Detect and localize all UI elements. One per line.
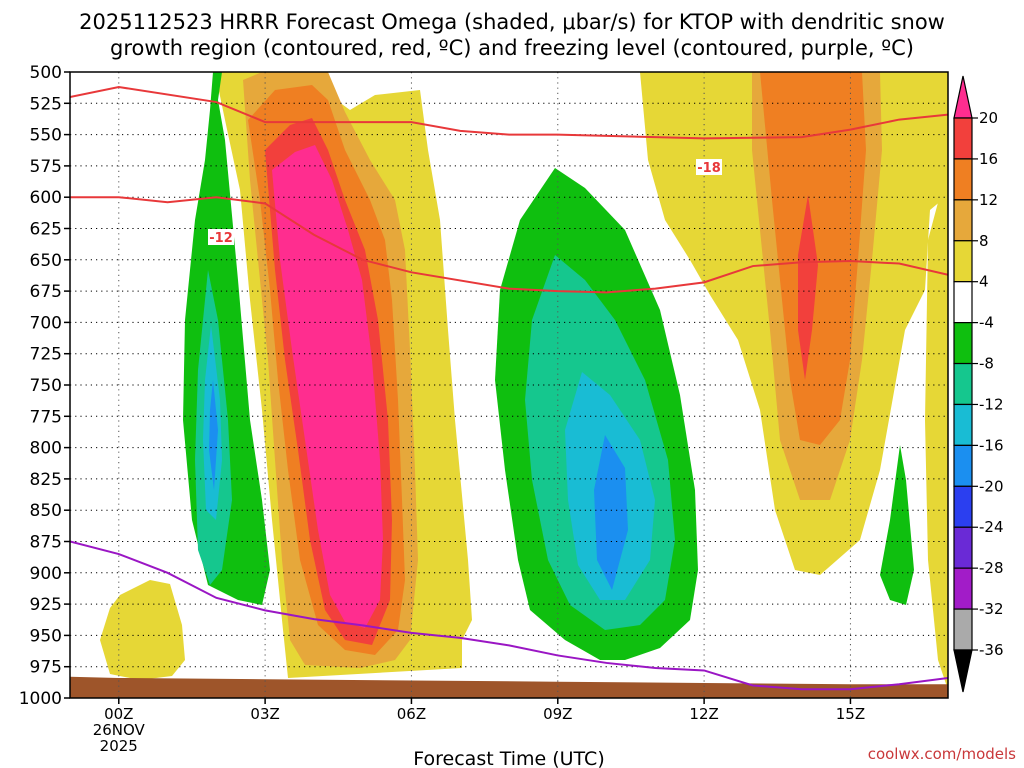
colorbar-tick-label: -36 [979,641,1004,659]
credit-text: coolwx.com/models [868,745,1016,763]
y-tick-label: 575 [30,157,62,177]
colorbar-tick-label: -32 [979,600,1004,618]
y-tick-label: 525 [30,94,62,114]
chart-title-line2: growth region (contoured, red, ºC) and f… [110,36,914,60]
x-tick-label: 00Z [104,705,133,723]
colorbar-segment [953,403,973,446]
y-tick-label: 675 [30,282,62,302]
isotherm-line--12 [70,196,948,294]
y-tick-label: 600 [30,188,62,208]
y-tick-label: 650 [30,251,62,271]
colorbar-segment [953,567,973,610]
y-tick-label: 625 [30,220,62,240]
isotherm-contours [70,86,948,691]
colorbar-bottom-arrow [953,649,973,693]
y-tick-label: 700 [30,313,62,333]
x-tick-label: 2025 [100,737,138,755]
contour-label-bg-18 [696,159,722,175]
y-tick-label: 775 [30,407,62,427]
terrain-layer [70,676,948,698]
contour-label-minus18: -18 [697,161,721,176]
contour-label-bg-12 [208,229,234,245]
colorbar-tick-label: -12 [979,395,1004,413]
omega-band-blue-02z [209,380,218,490]
omega-band-magenta-left [272,145,383,628]
y-tick-label: 900 [30,564,62,584]
colorbar-segment [953,281,973,324]
colorbar-tick-label: -28 [979,559,1004,577]
y-tick-label: 750 [30,376,62,396]
x-tick-label: 09Z [543,705,572,723]
y-tick-label: 725 [30,345,62,365]
colorbar-tick-label: 8 [979,232,989,250]
colorbar-segment [953,526,973,569]
colorbar-tick-label: -8 [979,355,994,373]
omega-band-red-upper-right [798,195,818,380]
y-tick-label: 1000 [19,689,62,709]
y-tick-label: 950 [30,626,62,646]
colorbar-segment [953,158,973,201]
x-axis-label: Forecast Time (UTC) [413,748,604,768]
contour-label-minus12: -12 [209,231,233,246]
y-tick-label: 550 [30,126,62,146]
omega-shading [100,72,948,690]
colorbar-tick-label: 20 [979,109,998,127]
x-tick-label: 15Z [836,705,865,723]
chart-title-line1: 2025112523 HRRR Forecast Omega (shaded, … [79,10,945,34]
colorbar-tick-label: -16 [979,436,1004,454]
y-tick-label: 925 [30,595,62,615]
y-tick-label: 975 [30,658,62,678]
colorbar-tick-label: -24 [979,518,1004,536]
y-tick-label: 875 [30,533,62,553]
x-tick-label: 26NOV [93,721,146,739]
y-axis: 500 525 550 575 600 625 650 675 700 725 750 775 800 8… [19,63,70,709]
y-tick-label: 800 [30,439,62,459]
colorbar-tick-label: -20 [979,477,1004,495]
colorbar-segment [953,362,973,406]
colorbar-tick-label: -4 [979,314,994,332]
colorbar: 20 16 12 8 4 -4 -8 -12 -16 -20 -24 -28 -32 -36 [953,75,1004,693]
y-tick-label: 850 [30,501,62,521]
colorbar-tick-label: 4 [979,273,989,291]
isotherm-line-0 [70,540,948,691]
colorbar-segment [953,485,973,528]
colorbar-segment [953,608,973,651]
y-tick-label: 500 [30,63,62,83]
x-tick-label: 03Z [250,705,279,723]
colorbar-segment [953,444,973,487]
colorbar-tick-label: 12 [979,191,998,209]
y-tick-label: 825 [30,470,62,490]
isotherm-line--18 [70,86,948,140]
grid-lines [70,72,948,698]
colorbar-top-arrow [953,75,973,119]
omega-band-green-16z [880,445,914,605]
colorbar-segment [953,199,973,242]
colorbar-segment [953,117,973,160]
terrain-surface [70,676,948,698]
colorbar-tick-label: 16 [979,150,998,168]
x-tick-label: 12Z [689,705,718,723]
colorbar-segment [953,322,973,365]
omega-band-blue-09z [594,435,628,590]
x-tick-label: 06Z [397,705,426,723]
colorbar-segment [953,240,973,283]
